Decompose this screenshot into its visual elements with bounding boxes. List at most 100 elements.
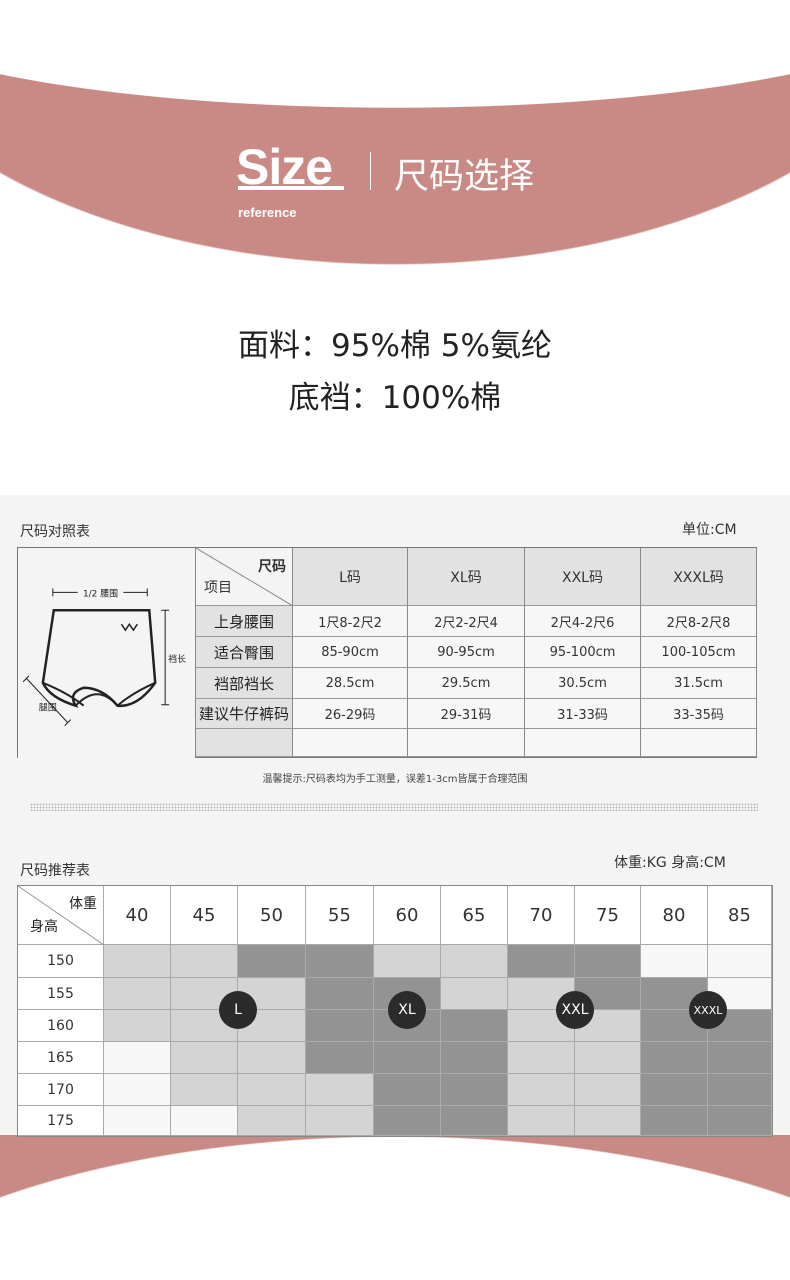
height-label: 160 [18, 1010, 104, 1042]
table-cell: 31.5cm [641, 668, 757, 699]
grid-cell [104, 1074, 171, 1106]
recommend-corner: 体重 身高 [18, 886, 104, 945]
height-label: 175 [18, 1106, 104, 1136]
grid-cell [306, 1074, 374, 1106]
banner-title-cn: 尺码选择 [394, 157, 535, 197]
grid-cell [441, 1106, 508, 1136]
table-cell [293, 729, 408, 757]
grid-cell [374, 1042, 441, 1074]
row-label: 适合臀围 [196, 637, 293, 668]
grid-cell [575, 945, 641, 978]
weight-header: 55 [306, 886, 374, 945]
footer-background [0, 1135, 790, 1280]
table-cell: 85-90cm [293, 637, 408, 668]
table-cell [641, 729, 757, 757]
weight-header: 45 [171, 886, 238, 945]
grid-cell [641, 945, 708, 978]
height-label: 150 [18, 945, 104, 978]
grid-cell [104, 1042, 171, 1074]
grid-cell [708, 1074, 772, 1106]
grid-cell [374, 1074, 441, 1106]
title-underline [238, 186, 344, 190]
row-label: 上身腰围 [196, 606, 293, 637]
recommend-title: 尺码推荐表 [20, 863, 90, 879]
table-cell: 2尺4-2尺6 [525, 606, 641, 637]
weight-header: 85 [708, 886, 772, 945]
table-cell [525, 729, 641, 757]
grid-cell [708, 1106, 772, 1136]
grid-cell [104, 945, 171, 978]
grid-cell [441, 945, 508, 978]
table-cell [408, 729, 525, 757]
size-badge-XL: XL [388, 991, 426, 1029]
grid-cell [374, 945, 441, 978]
grid-cell [171, 1074, 238, 1106]
column-header-XXXL码: XXXL码 [641, 548, 757, 606]
table-cell: 100-105cm [641, 637, 757, 668]
grid-cell [306, 1106, 374, 1136]
table-corner: 尺码项目 [196, 548, 293, 606]
size-table: 1/2 腰围 裆长 腿围 尺码 项目 L码 XL码 XXL码 XXXL码 上身腰围 1尺8-2… [17, 547, 757, 758]
table-cell: 95-100cm [525, 637, 641, 668]
table-cell: 31-33码 [525, 699, 641, 729]
grid-cell [441, 1042, 508, 1074]
table-cell: 29-31码 [408, 699, 525, 729]
grid-cell [641, 1074, 708, 1106]
column-header-XXL码: XXL码 [525, 548, 641, 606]
diagram-label-leg: 腿围 [39, 703, 57, 714]
underwear-diagram-icon: 1/2 腰围 裆长 腿围 [22, 585, 186, 726]
grid-cell [508, 1106, 575, 1136]
size-badge-XXL: XXL [556, 991, 594, 1029]
banner-subtitle-en: reference [238, 205, 297, 220]
underwear-diagram: 1/2 腰围 裆长 腿围 [18, 548, 196, 758]
table-cell: 2尺8-2尺8 [641, 606, 757, 637]
diagram-label-length: 裆长 [168, 653, 186, 665]
grid-cell [708, 945, 772, 978]
weight-header: 80 [641, 886, 708, 945]
dotted-divider [30, 803, 758, 811]
corner-label-height: 身高 [30, 919, 58, 935]
grid-cell [441, 1010, 508, 1042]
grid-cell [374, 1106, 441, 1136]
grid-cell [306, 945, 374, 978]
weight-header: 75 [575, 886, 641, 945]
height-label: 165 [18, 1042, 104, 1074]
grid-cell [508, 945, 575, 978]
table-cell: 26-29码 [293, 699, 408, 729]
diagram-label-waist: 1/2 腰围 [83, 588, 118, 599]
size-badge-L: L [219, 991, 257, 1029]
size-recommend-table: 体重 身高 40 45 50 55 60 65 70 75 80 85 150 155 160 165 170 1… [17, 885, 773, 1137]
row-label: 建议牛仔裤码 [196, 699, 293, 729]
size-badge-XXXL: XXXL [689, 991, 727, 1029]
grid-cell [306, 1010, 374, 1042]
weight-header: 65 [441, 886, 508, 945]
table-cell: 28.5cm [293, 668, 408, 699]
grid-cell [104, 1106, 171, 1136]
grid-cell [641, 1042, 708, 1074]
corner-label-size: 尺码 [258, 559, 286, 575]
grid-cell [104, 1010, 171, 1042]
column-header-L码: L码 [293, 548, 408, 606]
banner-background [0, 0, 790, 266]
grid-cell [171, 1042, 238, 1074]
title-divider [370, 152, 371, 190]
grid-cell [508, 1042, 575, 1074]
grid-cell [238, 1042, 306, 1074]
grid-cell [238, 1074, 306, 1106]
size-table-title: 尺码对照表 [20, 524, 90, 540]
grid-cell [575, 1106, 641, 1136]
grid-cell [306, 1042, 374, 1074]
grid-cell [104, 978, 171, 1010]
table-cell: 90-95cm [408, 637, 525, 668]
fabric-line-2: 底裆：100%棉 [288, 380, 502, 416]
height-label: 170 [18, 1074, 104, 1106]
grid-cell [171, 945, 238, 978]
weight-header: 40 [104, 886, 171, 945]
corner-label-item: 项目 [204, 580, 232, 596]
table-cell: 33-35码 [641, 699, 757, 729]
grid-cell [575, 1074, 641, 1106]
table-cell: 29.5cm [408, 668, 525, 699]
column-header-XL码: XL码 [408, 548, 525, 606]
grid-cell [708, 1042, 772, 1074]
grid-cell [641, 1106, 708, 1136]
